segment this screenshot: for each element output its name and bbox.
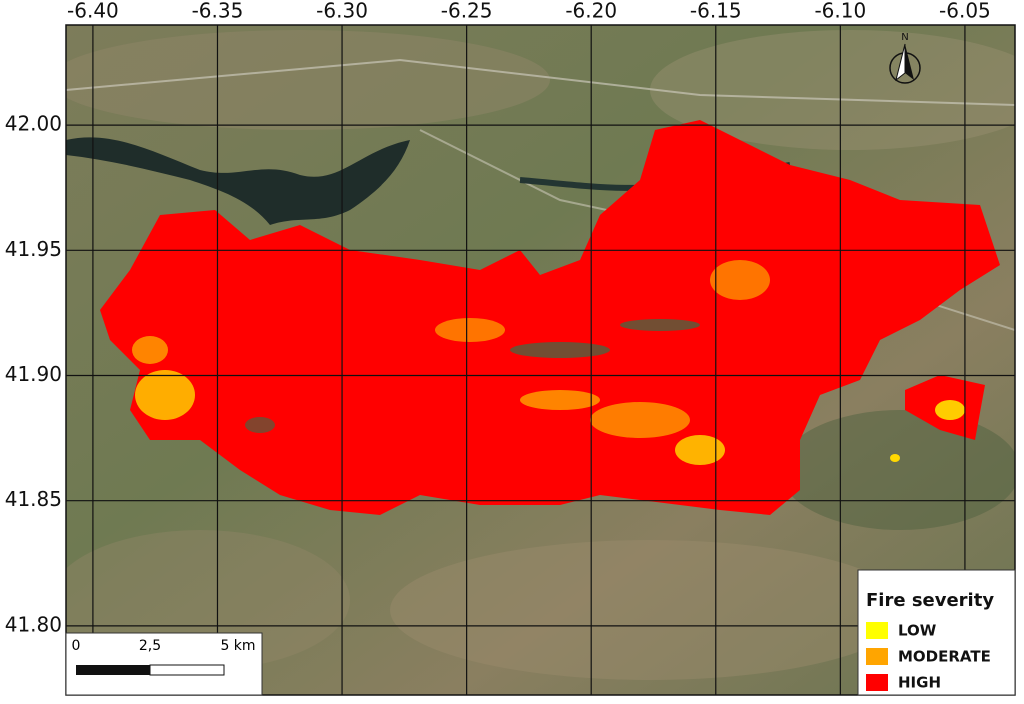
lat-tick-label: 41.95	[5, 237, 62, 261]
scale-label: 2,5	[139, 638, 161, 654]
lon-tick-label: -6.35	[192, 0, 244, 23]
lon-tick-label: -6.20	[565, 0, 617, 23]
lon-tick-label: -6.05	[939, 0, 991, 23]
lon-tick-label: -6.40	[67, 0, 119, 23]
north-arrow: N	[889, 32, 921, 84]
scale-label: 5 km	[220, 638, 255, 654]
legend-swatch	[866, 674, 888, 691]
legend-title: Fire severity	[866, 590, 994, 611]
reservoir	[66, 137, 410, 225]
legend-swatch	[866, 622, 888, 639]
lon-tick-label: -6.10	[814, 0, 866, 23]
north-label: N	[901, 32, 908, 43]
graticule	[66, 25, 1015, 695]
legend-label: HIGH	[898, 674, 941, 692]
legend-swatch	[866, 648, 888, 665]
scale-label: 0	[72, 638, 81, 654]
legend-label: LOW	[898, 622, 937, 640]
lat-tick-label: 41.90	[5, 362, 62, 386]
legend: Fire severity LOW MODERATE HIGH	[857, 569, 1016, 696]
lon-tick-label: -6.25	[441, 0, 493, 23]
lat-tick-label: 41.80	[5, 612, 62, 636]
lat-tick-label: 42.00	[5, 112, 62, 136]
lon-tick-label: -6.15	[690, 0, 742, 23]
lat-tick-label: 41.85	[5, 487, 62, 511]
lon-tick-label: -6.30	[316, 0, 368, 23]
legend-label: MODERATE	[898, 648, 991, 666]
basemap	[66, 25, 1015, 695]
scale-bar: 0 2,5 5 km	[65, 632, 263, 696]
